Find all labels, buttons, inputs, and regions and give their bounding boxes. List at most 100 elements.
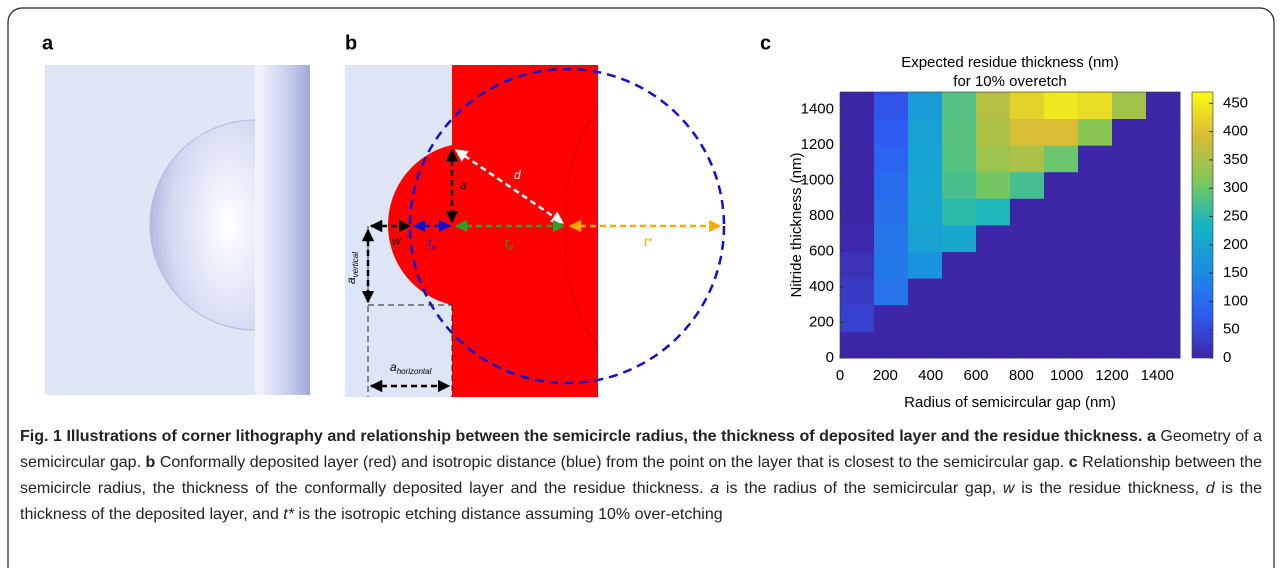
heatmap-cell — [976, 252, 1010, 279]
y-tick-label: 400 — [809, 278, 834, 295]
heatmap-cell — [1078, 278, 1112, 305]
x-tick-label: 1400 — [1141, 367, 1174, 384]
heatmap-cell — [1112, 92, 1146, 119]
heatmap-cell — [942, 278, 976, 305]
heatmap-cell — [840, 172, 874, 199]
heatmap-cell — [1078, 305, 1112, 332]
annotation: d — [514, 168, 521, 182]
colorbar-tick-label: 0 — [1223, 349, 1231, 366]
chart-title: Expected residue thickness (nm) — [901, 54, 1119, 71]
panel-label: b — [345, 32, 357, 54]
heatmap-cell — [1010, 252, 1044, 279]
heatmap-cell — [1044, 252, 1078, 279]
heatmap-cell — [908, 278, 942, 305]
heatmap-cell — [1010, 119, 1044, 146]
heatmap-cell — [1146, 331, 1180, 358]
chart-title: for 10% overetch — [953, 73, 1066, 90]
annotation: t* — [644, 235, 652, 249]
heatmap-cell — [874, 331, 908, 358]
heatmap-cell — [942, 305, 976, 332]
heatmap-cell — [874, 305, 908, 332]
x-tick-label: 1200 — [1095, 367, 1128, 384]
heatmap-cell — [908, 198, 942, 225]
caption-run: a — [1147, 428, 1156, 445]
heatmap-cell — [1112, 305, 1146, 332]
x-tick-label: 1000 — [1050, 367, 1083, 384]
heatmap-cell — [1146, 225, 1180, 252]
caption-run: is the radius of the semicircular gap, — [719, 480, 1003, 497]
heatmap-cell — [1112, 252, 1146, 279]
heatmap-cell — [1010, 92, 1044, 119]
colorbar-tick-label: 350 — [1223, 151, 1248, 168]
x-tick-label: 200 — [873, 367, 898, 384]
heatmap-cell — [942, 331, 976, 358]
annotation-text: a — [460, 178, 467, 192]
colorbar-tick-label: 100 — [1223, 292, 1248, 309]
caption: Fig. 1 Illustrations of corner lithograp… — [20, 424, 1262, 528]
heatmap-cell — [1078, 198, 1112, 225]
heatmap-cell — [1044, 119, 1078, 146]
heatmap-cell — [1044, 225, 1078, 252]
heatmap-cell — [1044, 331, 1078, 358]
colorbar-tick-label: 50 — [1223, 321, 1240, 338]
heatmap-cell — [840, 145, 874, 172]
heatmap-cell — [976, 145, 1010, 172]
colorbar-tick-label: 150 — [1223, 264, 1248, 281]
caption-run: is the residue thickness, — [1014, 480, 1205, 497]
heatmap-cell — [1078, 145, 1112, 172]
caption-run: Conformally deposited layer (red) and is… — [155, 454, 1068, 471]
heatmap-cell — [1078, 172, 1112, 199]
heatmap-cell — [976, 198, 1010, 225]
heatmap-cell — [1044, 278, 1078, 305]
caption-run: d — [1206, 480, 1215, 497]
heatmap-cell — [1010, 331, 1044, 358]
heatmap-cell — [908, 119, 942, 146]
heatmap-cell — [1010, 145, 1044, 172]
heatmap-cell — [1044, 145, 1078, 172]
heatmap-cell — [1146, 252, 1180, 279]
y-tick-label: 1200 — [801, 136, 834, 153]
page: a b c adwtatdt*averticalahorizontalExpec… — [0, 0, 1282, 568]
heatmap-cell — [1146, 198, 1180, 225]
caption-run: t* — [283, 506, 294, 523]
heatmap-cell — [908, 145, 942, 172]
x-tick-label: 800 — [1009, 367, 1034, 384]
heatmap-cell — [976, 225, 1010, 252]
colorbar-tick-label: 400 — [1223, 123, 1248, 140]
heatmap-cell — [942, 119, 976, 146]
x-tick-label: 0 — [836, 367, 844, 384]
caption-run: a — [710, 480, 719, 497]
heatmap-cell — [976, 278, 1010, 305]
heatmap-cell — [840, 278, 874, 305]
heatmap-cell — [840, 198, 874, 225]
heatmap-cell — [1010, 172, 1044, 199]
heatmap-cell — [976, 92, 1010, 119]
heatmap-cell — [1112, 172, 1146, 199]
heatmap-cell — [976, 305, 1010, 332]
heatmap-cell — [1010, 225, 1044, 252]
heatmap-cell — [942, 92, 976, 119]
heatmap-cell — [874, 119, 908, 146]
annotation-subscript: horizontal — [397, 367, 432, 376]
x-tick-label: 600 — [963, 367, 988, 384]
heatmap-cell — [976, 172, 1010, 199]
caption-run: is the isotropic etching distance assumi… — [294, 506, 723, 523]
heatmap-cell — [942, 252, 976, 279]
heatmap-cell — [1044, 92, 1078, 119]
heatmap-cell — [1010, 198, 1044, 225]
colorbar-tick-label: 200 — [1223, 236, 1248, 253]
heatmap-cell — [1146, 119, 1180, 146]
y-tick-label: 0 — [826, 349, 834, 366]
heatmap-cell — [874, 278, 908, 305]
heatmap-cell — [1078, 119, 1112, 146]
x-axis-label: Radius of semicircular gap (nm) — [904, 394, 1116, 411]
heatmap-cell — [942, 172, 976, 199]
panel-a-illustration — [45, 65, 310, 395]
heatmap-cell — [1044, 305, 1078, 332]
caption-run: b — [146, 454, 156, 471]
heatmap-cell — [1044, 198, 1078, 225]
heatmap-cell — [840, 252, 874, 279]
colorbar-tick-label: 300 — [1223, 179, 1248, 196]
panel-label: a — [42, 32, 54, 54]
heatmap-cell — [942, 225, 976, 252]
